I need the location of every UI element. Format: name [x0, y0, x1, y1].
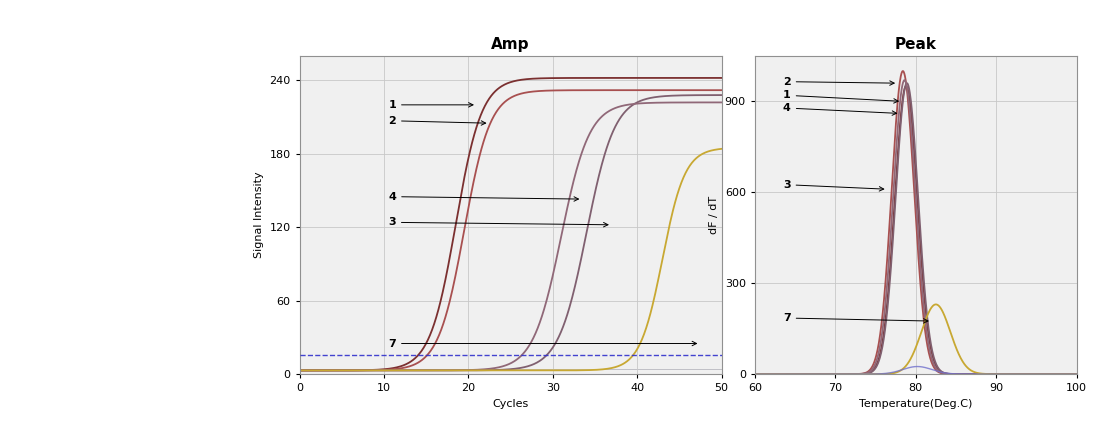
Title: Peak: Peak: [895, 37, 937, 52]
Text: 3: 3: [388, 217, 608, 227]
Title: Amp: Amp: [492, 37, 529, 52]
Y-axis label: Signal Intensity: Signal Intensity: [254, 172, 264, 258]
Text: 4: 4: [783, 103, 897, 115]
Text: 7: 7: [388, 338, 697, 348]
Text: 3: 3: [783, 180, 884, 191]
X-axis label: Cycles: Cycles: [493, 399, 528, 408]
Text: 1: 1: [783, 90, 898, 103]
Text: 1: 1: [388, 100, 473, 110]
Text: 2: 2: [783, 77, 895, 87]
X-axis label: Temperature(Deg.C): Temperature(Deg.C): [859, 399, 972, 408]
Text: 7: 7: [783, 313, 928, 323]
Text: 4: 4: [388, 192, 578, 202]
Text: 2: 2: [388, 116, 486, 126]
Y-axis label: dF / dT: dF / dT: [709, 196, 719, 234]
